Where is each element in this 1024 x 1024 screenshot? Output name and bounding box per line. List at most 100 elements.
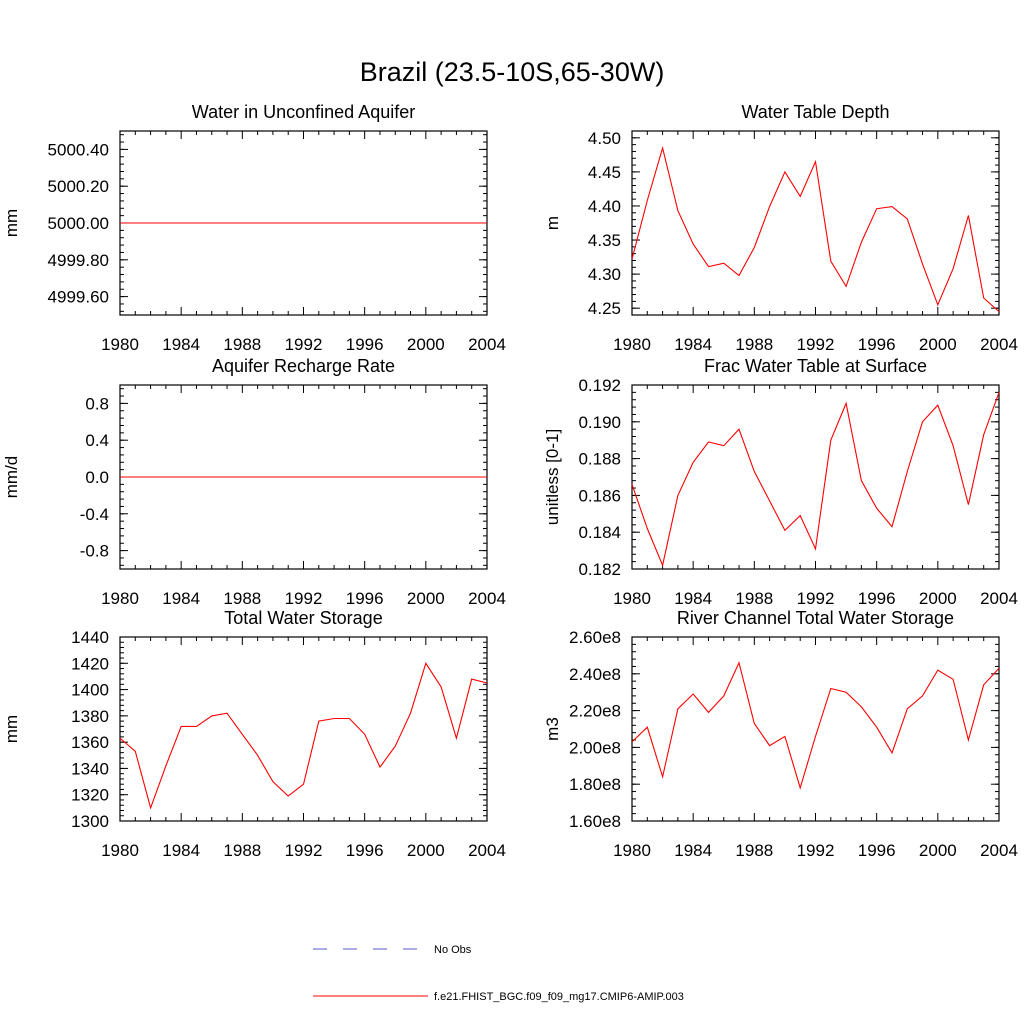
- y-tick-label: 1.60e8: [569, 812, 621, 831]
- x-tick-label: 1988: [735, 841, 773, 860]
- y-tick-label: 0.188: [578, 450, 621, 469]
- x-tick-label: 2004: [980, 841, 1018, 860]
- x-tick-label: 2000: [919, 589, 957, 608]
- panel-title: Water Table Depth: [741, 102, 889, 122]
- series-line: [631, 145, 1000, 313]
- y-tick-label: 1340: [71, 759, 109, 778]
- y-tick-label: 4.50: [588, 129, 621, 148]
- chart-panel: Aquifer Recharge Rate 1980 1984 1988 1992 199…: [2, 356, 506, 608]
- x-tick-label: 1996: [858, 335, 896, 354]
- x-tick-label: 1984: [674, 335, 712, 354]
- x-tick-label: 1984: [674, 841, 712, 860]
- x-tick-label: 2000: [407, 589, 445, 608]
- x-tick-label: 1980: [101, 335, 139, 354]
- panel-title: Frac Water Table at Surface: [704, 356, 927, 376]
- x-tick-label: 1984: [162, 589, 200, 608]
- y-tick-label: 1300: [71, 812, 109, 831]
- series-line: [119, 662, 488, 810]
- y-axis-label: m: [543, 216, 562, 230]
- x-tick-label: 2000: [407, 841, 445, 860]
- y-tick-label: 0.8: [85, 394, 109, 413]
- x-tick-label: 1992: [797, 589, 835, 608]
- plot-frame: [631, 384, 1000, 570]
- y-axis-label: mm: [2, 715, 21, 743]
- x-tick-label: 2004: [468, 335, 506, 354]
- y-tick-label: 1440: [71, 628, 109, 647]
- y-tick-label: 1380: [71, 707, 109, 726]
- y-tick-label: 0.184: [578, 523, 621, 542]
- y-tick-label: 4.40: [588, 197, 621, 216]
- x-tick-label: 1980: [613, 335, 651, 354]
- x-tick-label: 1992: [285, 841, 323, 860]
- x-tick-label: 1984: [674, 589, 712, 608]
- y-tick-label: 4.30: [588, 265, 621, 284]
- chart-panel: Water in Unconfined Aquifer 1980 1984 1988 1…: [2, 102, 506, 354]
- y-tick-label: 0.0: [85, 468, 109, 487]
- y-tick-label: 0.192: [578, 376, 621, 395]
- x-tick-label: 1996: [346, 589, 384, 608]
- x-tick-label: 1996: [858, 841, 896, 860]
- y-tick-label: 4.45: [588, 163, 621, 182]
- y-tick-label: -0.4: [80, 505, 109, 524]
- y-tick-label: 5000.40: [48, 140, 109, 159]
- plot-frame: [119, 636, 488, 822]
- x-tick-label: 1988: [735, 589, 773, 608]
- page-title: Brazil (23.5-10S,65-30W): [360, 57, 665, 87]
- panel-title: Water in Unconfined Aquifer: [192, 102, 415, 122]
- y-axis-label: mm/d: [2, 456, 21, 499]
- x-tick-label: 2004: [980, 589, 1018, 608]
- y-tick-label: 0.190: [578, 413, 621, 432]
- x-tick-label: 1996: [858, 589, 896, 608]
- panel-title: Aquifer Recharge Rate: [212, 356, 395, 376]
- x-tick-label: 1980: [613, 589, 651, 608]
- y-axis-label: mm: [2, 209, 21, 237]
- y-tick-label: 0.186: [578, 486, 621, 505]
- legend: No Obs f.e21.FHIST_BGC.f09_f09_mg17.CMIP…: [313, 944, 684, 1003]
- x-tick-label: 1980: [101, 841, 139, 860]
- series-line: [631, 392, 1000, 568]
- y-tick-label: 1400: [71, 681, 109, 700]
- legend-model-label: f.e21.FHIST_BGC.f09_f09_mg17.CMIP6-AMIP.…: [434, 991, 684, 1003]
- panel-title: Total Water Storage: [224, 608, 382, 628]
- x-tick-label: 1992: [285, 589, 323, 608]
- chart-panel: Frac Water Table at Surface 1980 1984 1988 1…: [543, 356, 1018, 608]
- y-axis-label: m3: [543, 717, 562, 741]
- y-tick-label: -0.8: [80, 542, 109, 561]
- x-tick-label: 1984: [162, 841, 200, 860]
- chart-panel: Water Table Depth 1980 1984 1988 1992 1996 200…: [543, 102, 1018, 354]
- x-tick-label: 1992: [797, 335, 835, 354]
- x-tick-label: 2004: [468, 841, 506, 860]
- y-tick-label: 4999.80: [48, 251, 109, 270]
- chart-panel: River Channel Total Water Storage 1980 198…: [543, 608, 1018, 860]
- panels-container: Water in Unconfined Aquifer 1980 1984 1988 1…: [2, 102, 1018, 860]
- x-tick-label: 2004: [468, 589, 506, 608]
- y-tick-label: 2.60e8: [569, 628, 621, 647]
- y-tick-label: 0.182: [578, 560, 621, 579]
- x-tick-label: 1980: [613, 841, 651, 860]
- x-tick-label: 1992: [285, 335, 323, 354]
- x-tick-label: 1980: [101, 589, 139, 608]
- plot-frame: [631, 130, 1000, 316]
- y-tick-label: 5000.00: [48, 214, 109, 233]
- y-tick-label: 5000.20: [48, 177, 109, 196]
- y-tick-label: 1.80e8: [569, 775, 621, 794]
- x-tick-label: 2000: [919, 335, 957, 354]
- chart-panel: Total Water Storage 1980 1984 1988 1992 1996 2…: [2, 608, 506, 860]
- x-tick-label: 1984: [162, 335, 200, 354]
- x-tick-label: 1996: [346, 841, 384, 860]
- y-tick-label: 0.4: [85, 431, 109, 450]
- plot-frame: [631, 636, 1000, 822]
- y-tick-label: 2.20e8: [569, 702, 621, 721]
- x-tick-label: 1996: [346, 335, 384, 354]
- x-tick-label: 1988: [223, 335, 261, 354]
- y-tick-label: 4999.60: [48, 288, 109, 307]
- x-tick-label: 1988: [223, 589, 261, 608]
- x-tick-label: 1988: [735, 335, 773, 354]
- series-line: [631, 661, 1000, 790]
- y-axis-label: unitless [0-1]: [543, 429, 562, 525]
- y-tick-label: 1360: [71, 733, 109, 752]
- x-tick-label: 2004: [980, 335, 1018, 354]
- y-tick-label: 4.35: [588, 231, 621, 250]
- y-tick-label: 4.25: [588, 299, 621, 318]
